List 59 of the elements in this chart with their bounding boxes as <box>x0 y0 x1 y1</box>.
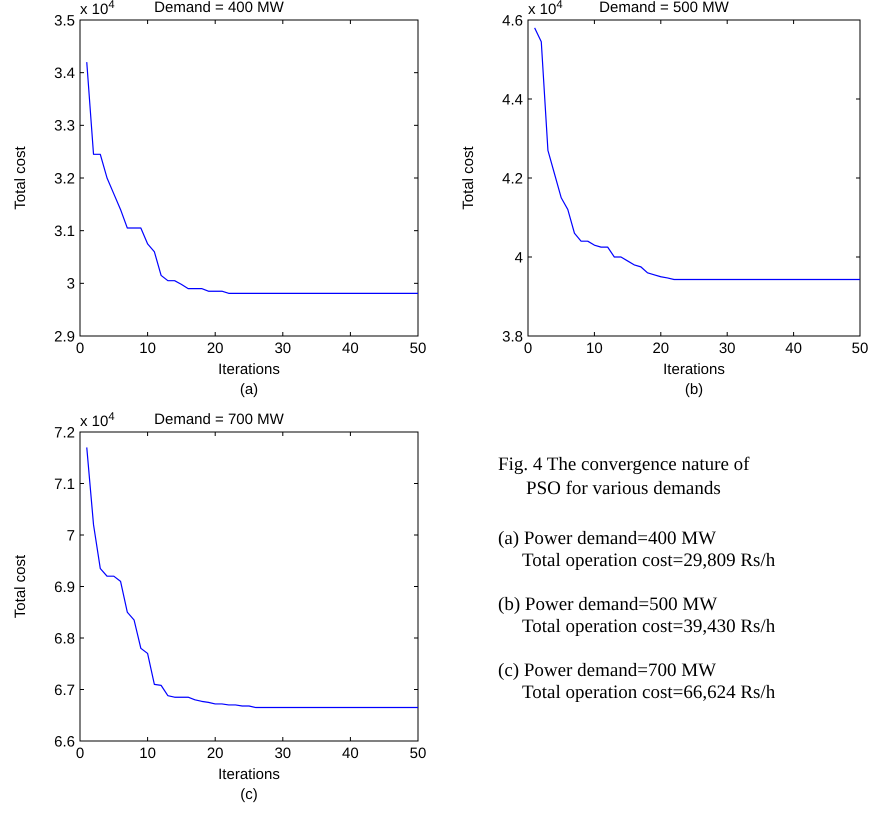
line-series <box>86 446 419 708</box>
x-tick-label: 40 <box>342 745 359 762</box>
x-tick-label: 50 <box>852 340 868 357</box>
y-axis-title: Total cost <box>460 145 477 210</box>
text: (c) Power demand=700 MW Total operation cost=66,624 Rs/h <box>498 660 776 703</box>
y-tick-label: 4.2 <box>502 170 523 188</box>
y-axis-title: Total cost <box>12 145 29 210</box>
text: (a) Power demand=400 MW Total operation cost=29,809 Rs/h <box>498 528 776 571</box>
text: (b) Power demand=500 MW Total operation cost=39,430 Rs/h <box>498 594 776 637</box>
x-axis-title: Iterations <box>218 766 280 783</box>
y-tick-label: 3.4 <box>54 64 75 82</box>
x-tick-label: 20 <box>206 745 224 762</box>
y-tick-label: 4.6 <box>502 12 523 30</box>
text: x 10$^{4}$ <box>80 0 115 18</box>
text: Fig. 4 The convergence nature of PSO for various demands <box>498 454 750 499</box>
x-tick-label: 50 <box>410 745 426 762</box>
x-tick-label: 20 <box>652 340 670 357</box>
chart-title: Demand = 700 MW <box>154 411 285 428</box>
x-tick-label: 20 <box>206 340 224 357</box>
y-tick-label: 3 <box>66 276 75 293</box>
x-axis-title: Iterations <box>218 361 280 378</box>
y-tick-label: 6.8 <box>54 630 75 648</box>
chart-title: Demand = 400 MW <box>154 0 285 16</box>
x-tick-label: 50 <box>410 340 426 357</box>
x-tick-label: 40 <box>785 340 802 357</box>
x-tick-label: 30 <box>274 745 292 762</box>
y-tick-label: 3.2 <box>54 170 75 188</box>
y-tick-label: 6.7 <box>54 682 75 699</box>
x-tick-label: 0 <box>76 745 84 762</box>
x-tick-label: 0 <box>524 340 532 357</box>
chart-title: Demand = 500 MW <box>599 0 730 16</box>
x-tick-label: 10 <box>139 745 156 762</box>
y-tick-label: 7.1 <box>54 476 75 493</box>
x-tick-label: 30 <box>274 340 292 357</box>
y-tick-label: 7.2 <box>54 424 75 442</box>
y-tick-label: 2.9 <box>54 328 75 346</box>
y-tick-label: 4 <box>514 249 523 266</box>
y-tick-label: 3.1 <box>54 222 75 240</box>
line-series <box>86 62 419 294</box>
y-tick-label: 6.9 <box>54 578 75 596</box>
x-axis-title: Iterations <box>663 361 725 378</box>
text: (c) <box>240 786 258 803</box>
y-tick-label: 3.5 <box>54 12 75 30</box>
x-tick-label: 30 <box>718 340 736 357</box>
y-tick-label: 4.4 <box>502 91 523 108</box>
y-tick-label: 3.8 <box>502 328 523 346</box>
x-tick-label: 10 <box>139 340 156 357</box>
line-series <box>534 27 861 280</box>
y-tick-label: 6.6 <box>54 733 75 750</box>
y-axis-title: Total cost <box>12 554 29 618</box>
text: (a) <box>240 381 258 398</box>
text: (b) <box>684 381 704 398</box>
x-tick-label: 10 <box>586 340 603 357</box>
x-tick-label: 0 <box>76 340 84 357</box>
text: x 10$^{4}$ <box>80 411 115 430</box>
x-tick-label: 40 <box>342 340 359 357</box>
y-tick-label: 3.3 <box>54 118 75 135</box>
y-tick-label: 7 <box>66 527 75 544</box>
text: x 10$^{4}$ <box>528 0 563 18</box>
